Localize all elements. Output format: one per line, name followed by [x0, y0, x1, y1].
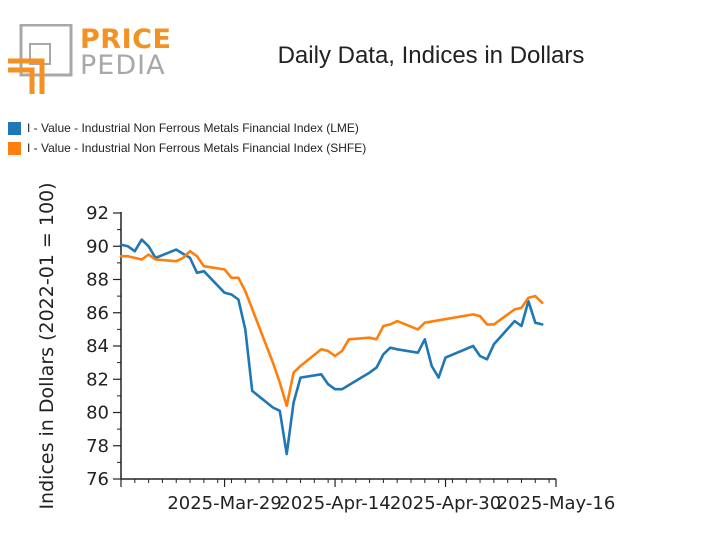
- chart-title: Daily Data, Indices in Dollars: [277, 42, 585, 69]
- y-tick-label: 82: [86, 369, 109, 390]
- logo-word-pedia: PEDIA: [80, 50, 166, 81]
- pricepedia-logo: PRICE PEDIA: [8, 24, 172, 94]
- y-tick-label: 90: [86, 236, 109, 257]
- legend-item-shfe[interactable]: I - Value - Industrial Non Ferrous Metal…: [8, 138, 366, 158]
- y-tick-label: 76: [86, 469, 109, 490]
- y-tick-label: 86: [86, 303, 109, 324]
- x-tick-label: 2025-Mar-29: [167, 493, 282, 514]
- legend-swatch-lme: [8, 121, 21, 135]
- y-axis-title: Indices in Dollars (2022-01 = 100): [36, 182, 58, 509]
- series-line-lme: [119, 238, 544, 456]
- x-tick-label: 2025-Apr-14: [279, 493, 390, 514]
- logo-mark-icon: [8, 24, 73, 94]
- y-tick-label: 78: [86, 436, 109, 457]
- chart-axes: 76 78 80 82 84 86 88 90 92 2025-Mar-292025-Apr-14…: [86, 203, 615, 514]
- y-tick-label: 88: [86, 270, 109, 291]
- y-tick-label: 84: [86, 336, 109, 357]
- y-tick-label: 92: [86, 203, 109, 224]
- x-tick-label: 2025-Apr-30: [390, 493, 501, 514]
- legend-item-lme[interactable]: I - Value - Industrial Non Ferrous Metal…: [8, 118, 366, 138]
- legend-label-lme: I - Value - Industrial Non Ferrous Metal…: [27, 121, 359, 135]
- x-tick-label: 2025-May-16: [497, 493, 616, 514]
- logo-word-price: PRICE: [80, 24, 172, 55]
- legend-label-shfe: I - Value - Industrial Non Ferrous Metal…: [27, 141, 367, 155]
- series-line-shfe: [119, 249, 544, 408]
- y-tick-label: 80: [86, 403, 109, 424]
- chart-series: [119, 238, 544, 456]
- legend-swatch-shfe: [8, 141, 21, 155]
- chart-legend: I - Value - Industrial Non Ferrous Metal…: [8, 118, 366, 158]
